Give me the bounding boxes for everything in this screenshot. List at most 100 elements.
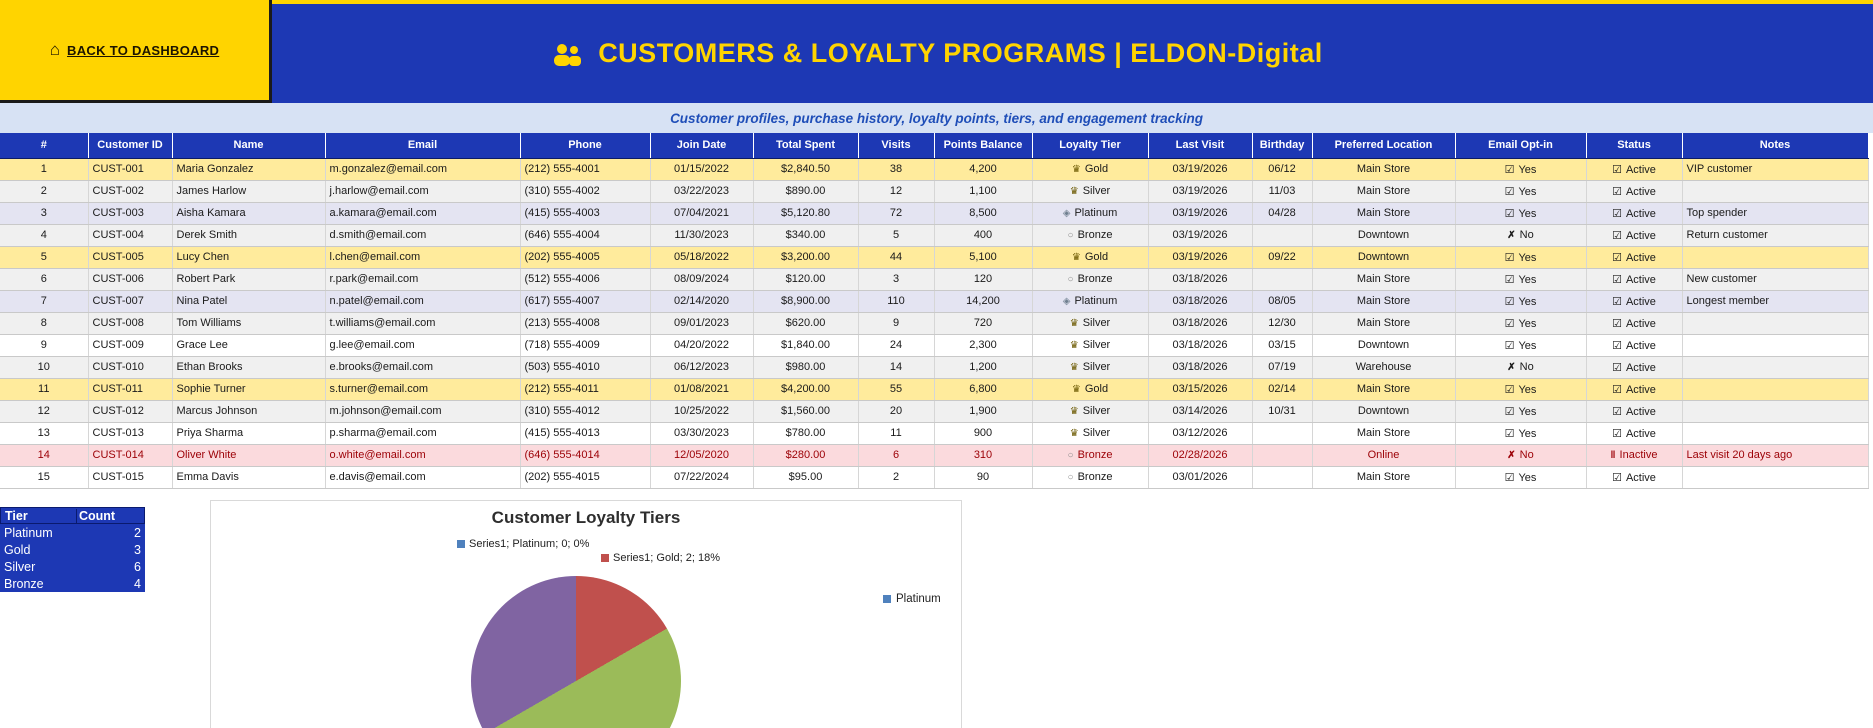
- tier-summary-row[interactable]: Gold 3: [0, 541, 145, 558]
- cell-preferred-location[interactable]: Main Store: [1312, 422, 1456, 445]
- cell-status[interactable]: ☑ Active: [1586, 422, 1683, 445]
- cell-name[interactable]: Priya Sharma: [172, 422, 326, 445]
- cell-preferred-location[interactable]: Main Store: [1312, 312, 1456, 335]
- cell-visits[interactable]: 110: [858, 290, 935, 313]
- cell-notes[interactable]: VIP customer: [1682, 158, 1869, 181]
- cell-customer-id[interactable]: CUST-001: [88, 158, 173, 181]
- cell-name[interactable]: Grace Lee: [172, 334, 326, 357]
- cell-birthday[interactable]: 12/30: [1252, 312, 1313, 335]
- cell-email-opt-in[interactable]: ☑ Yes: [1455, 180, 1587, 203]
- cell-status[interactable]: ☑ Active: [1586, 378, 1683, 401]
- cell-email-opt-in[interactable]: ☑ Yes: [1455, 158, 1587, 181]
- cell-visits[interactable]: 72: [858, 202, 935, 225]
- column-header[interactable]: Customer ID: [88, 133, 173, 159]
- cell-notes[interactable]: [1682, 356, 1869, 379]
- cell-points-balance[interactable]: 2,300: [934, 334, 1033, 357]
- cell-loyalty-tier[interactable]: ♛ Gold: [1032, 246, 1149, 269]
- cell-num[interactable]: 3: [0, 202, 89, 225]
- cell-loyalty-tier[interactable]: ○ Bronze: [1032, 444, 1149, 467]
- cell-last-visit[interactable]: 03/19/2026: [1148, 202, 1253, 225]
- cell-total-spent[interactable]: $4,200.00: [753, 378, 859, 401]
- cell-email[interactable]: m.gonzalez@email.com: [325, 158, 521, 181]
- tier-summary-row[interactable]: Silver 6: [0, 558, 145, 575]
- cell-name[interactable]: Nina Patel: [172, 290, 326, 313]
- cell-join-date[interactable]: 07/04/2021: [650, 202, 754, 225]
- cell-birthday[interactable]: [1252, 422, 1313, 445]
- cell-customer-id[interactable]: CUST-007: [88, 290, 173, 313]
- cell-phone[interactable]: (310) 555-4012: [520, 400, 651, 423]
- cell-num[interactable]: 6: [0, 268, 89, 291]
- cell-points-balance[interactable]: 1,900: [934, 400, 1033, 423]
- cell-email-opt-in[interactable]: ☑ Yes: [1455, 422, 1587, 445]
- cell-points-balance[interactable]: 4,200: [934, 158, 1033, 181]
- cell-status[interactable]: ☑ Active: [1586, 466, 1683, 489]
- cell-num[interactable]: 5: [0, 246, 89, 269]
- cell-preferred-location[interactable]: Warehouse: [1312, 356, 1456, 379]
- column-header[interactable]: Email: [325, 133, 521, 159]
- cell-status[interactable]: ☑ Active: [1586, 180, 1683, 203]
- cell-loyalty-tier[interactable]: ♛ Silver: [1032, 180, 1149, 203]
- cell-last-visit[interactable]: 03/18/2026: [1148, 334, 1253, 357]
- cell-notes[interactable]: Longest member: [1682, 290, 1869, 313]
- cell-visits[interactable]: 5: [858, 224, 935, 247]
- cell-loyalty-tier[interactable]: ◈ Platinum: [1032, 290, 1149, 313]
- cell-preferred-location[interactable]: Main Store: [1312, 268, 1456, 291]
- cell-email-opt-in[interactable]: ✗ No: [1455, 444, 1587, 467]
- cell-email[interactable]: r.park@email.com: [325, 268, 521, 291]
- cell-email-opt-in[interactable]: ☑ Yes: [1455, 268, 1587, 291]
- cell-points-balance[interactable]: 1,100: [934, 180, 1033, 203]
- back-to-dashboard-button[interactable]: ⌂ BACK TO DASHBOARD: [0, 0, 272, 103]
- column-header[interactable]: Preferred Location: [1312, 133, 1456, 159]
- cell-num[interactable]: 2: [0, 180, 89, 203]
- tier-summary-header[interactable]: Tier Count: [0, 507, 145, 524]
- cell-status[interactable]: ☑ Active: [1586, 202, 1683, 225]
- cell-email-opt-in[interactable]: ☑ Yes: [1455, 334, 1587, 357]
- cell-birthday[interactable]: 03/15: [1252, 334, 1313, 357]
- cell-loyalty-tier[interactable]: ♛ Gold: [1032, 378, 1149, 401]
- cell-preferred-location[interactable]: Downtown: [1312, 334, 1456, 357]
- cell-notes[interactable]: [1682, 378, 1869, 401]
- cell-email-opt-in[interactable]: ☑ Yes: [1455, 466, 1587, 489]
- column-header[interactable]: Name: [172, 133, 326, 159]
- cell-email[interactable]: m.johnson@email.com: [325, 400, 521, 423]
- cell-email-opt-in[interactable]: ☑ Yes: [1455, 246, 1587, 269]
- cell-notes[interactable]: [1682, 466, 1869, 489]
- cell-name[interactable]: James Harlow: [172, 180, 326, 203]
- cell-customer-id[interactable]: CUST-011: [88, 378, 173, 401]
- cell-phone[interactable]: (646) 555-4004: [520, 224, 651, 247]
- column-header[interactable]: Last Visit: [1148, 133, 1253, 159]
- cell-phone[interactable]: (512) 555-4006: [520, 268, 651, 291]
- cell-status[interactable]: ☑ Active: [1586, 290, 1683, 313]
- cell-visits[interactable]: 2: [858, 466, 935, 489]
- cell-loyalty-tier[interactable]: ♛ Silver: [1032, 400, 1149, 423]
- cell-email[interactable]: d.smith@email.com: [325, 224, 521, 247]
- cell-preferred-location[interactable]: Downtown: [1312, 224, 1456, 247]
- loyalty-tiers-chart[interactable]: Customer Loyalty Tiers Series1; Platinum…: [210, 500, 962, 728]
- cell-num[interactable]: 4: [0, 224, 89, 247]
- cell-visits[interactable]: 38: [858, 158, 935, 181]
- cell-email[interactable]: o.white@email.com: [325, 444, 521, 467]
- cell-birthday[interactable]: 02/14: [1252, 378, 1313, 401]
- cell-customer-id[interactable]: CUST-009: [88, 334, 173, 357]
- cell-name[interactable]: Marcus Johnson: [172, 400, 326, 423]
- cell-join-date[interactable]: 11/30/2023: [650, 224, 754, 247]
- cell-name[interactable]: Maria Gonzalez: [172, 158, 326, 181]
- cell-preferred-location[interactable]: Main Store: [1312, 466, 1456, 489]
- cell-preferred-location[interactable]: Main Store: [1312, 158, 1456, 181]
- cell-name[interactable]: Ethan Brooks: [172, 356, 326, 379]
- cell-num[interactable]: 13: [0, 422, 89, 445]
- cell-last-visit[interactable]: 03/19/2026: [1148, 224, 1253, 247]
- cell-customer-id[interactable]: CUST-014: [88, 444, 173, 467]
- cell-total-spent[interactable]: $5,120.80: [753, 202, 859, 225]
- cell-preferred-location[interactable]: Main Store: [1312, 290, 1456, 313]
- cell-visits[interactable]: 11: [858, 422, 935, 445]
- cell-birthday[interactable]: 10/31: [1252, 400, 1313, 423]
- cell-points-balance[interactable]: 8,500: [934, 202, 1033, 225]
- cell-preferred-location[interactable]: Online: [1312, 444, 1456, 467]
- cell-customer-id[interactable]: CUST-008: [88, 312, 173, 335]
- cell-total-spent[interactable]: $980.00: [753, 356, 859, 379]
- cell-join-date[interactable]: 04/20/2022: [650, 334, 754, 357]
- cell-email[interactable]: l.chen@email.com: [325, 246, 521, 269]
- cell-preferred-location[interactable]: Main Store: [1312, 180, 1456, 203]
- cell-join-date[interactable]: 10/25/2022: [650, 400, 754, 423]
